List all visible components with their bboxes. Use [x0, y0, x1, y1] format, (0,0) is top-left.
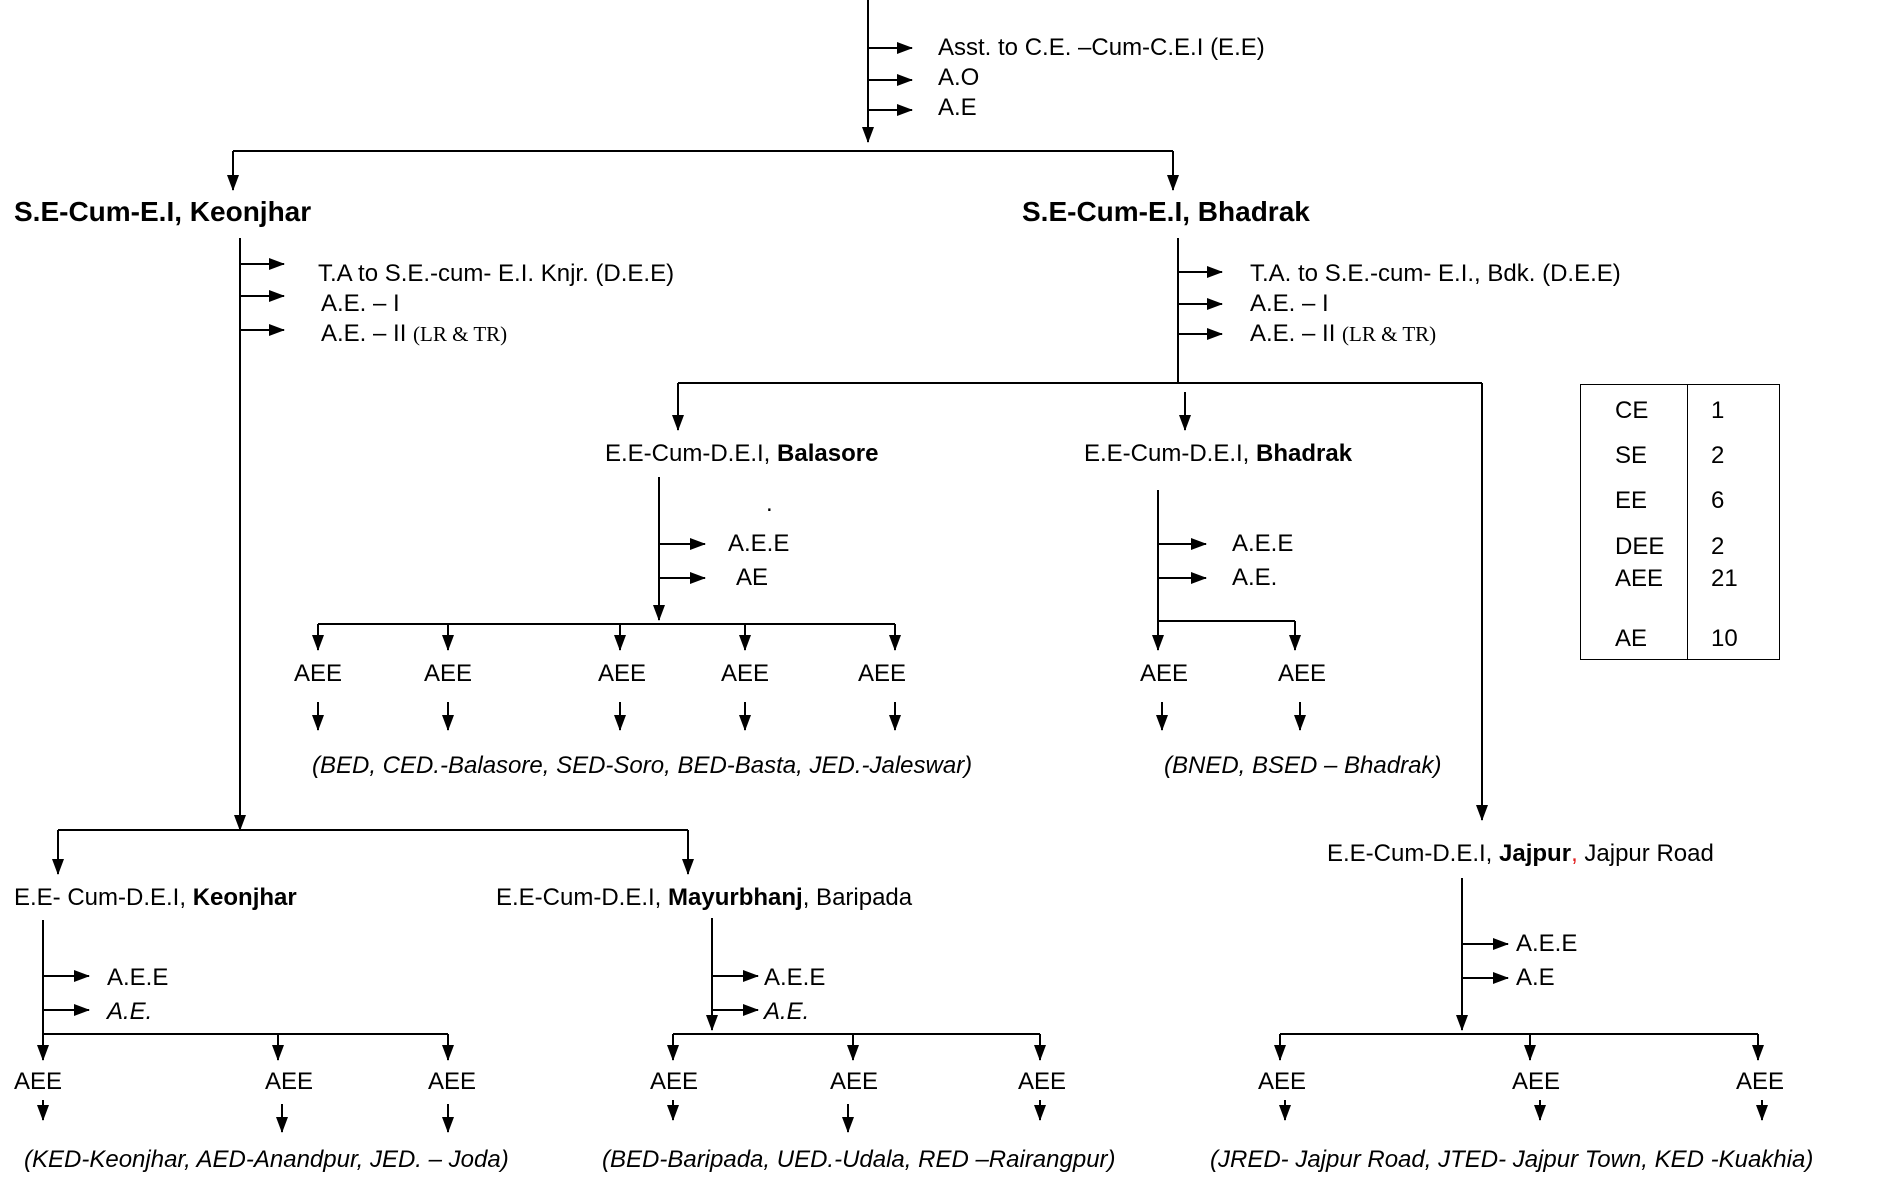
count-value: 1 — [1711, 397, 1725, 424]
division-keonjhar-name: Keonjhar — [192, 884, 297, 911]
balasore-aee-4: AEE — [721, 660, 770, 687]
division-bhadrak-prefix: E.E-Cum-D.E.I, — [1084, 440, 1257, 467]
keonjhar-div-staff-ae: A.E. — [107, 998, 153, 1025]
keonjhar-circle-staff-ae1: A.E. – I — [321, 290, 400, 317]
count-row-ae: AE 10 — [1581, 625, 1779, 655]
balasore-staff-ae: AE — [736, 564, 769, 591]
balasore-aee-5: AEE — [858, 660, 907, 687]
keonjhar-footnote: (KED-Keonjhar, AED-Anandpur, JED. – Joda… — [24, 1146, 509, 1173]
circle-keonjhar-prefix: S.E-Cum-E.I, — [14, 196, 190, 227]
division-jajpur-suffix: Jajpur Road — [1577, 840, 1714, 867]
top-staff-ae: A.E — [938, 94, 977, 121]
mayurbhanj-aee-2: AEE — [830, 1068, 879, 1095]
division-balasore-name: Balasore — [777, 440, 879, 467]
count-row-dee: DEE 2 — [1581, 533, 1779, 563]
top-staff-asst: Asst. to C.E. –Cum-C.E.I (E.E) — [938, 34, 1265, 61]
staff-count-table: CE 1 SE 2 EE 6 DEE 2 AEE 21 AE 10 — [1580, 384, 1780, 660]
division-keonjhar-prefix: E.E- Cum-D.E.I, — [14, 884, 193, 911]
bhadrak-staff-ae: A.E. — [1232, 564, 1278, 591]
count-row-ee: EE 6 — [1581, 487, 1779, 517]
division-jajpur-comma: , — [1571, 840, 1578, 867]
division-bhadrak-name: Bhadrak — [1256, 440, 1353, 467]
division-mayurbhanj-name: Mayurbhanj — [668, 884, 803, 911]
bhadrak-staff-aee: A.E.E — [1232, 530, 1294, 557]
mayurbhanj-footnote: (BED-Baripada, UED.-Udala, RED –Rairangp… — [602, 1146, 1116, 1173]
jajpur-aee-3: AEE — [1736, 1068, 1785, 1095]
jajpur-footnote: (JRED- Jajpur Road, JTED- Jajpur Town, K… — [1210, 1146, 1814, 1173]
division-keonjhar-title: E.E- Cum-D.E.I, Keonjhar — [14, 884, 297, 912]
count-table-divider — [1687, 385, 1688, 659]
bhadrak-circle-staff-ae2-label: A.E. – II — [1250, 320, 1343, 347]
count-label: SE — [1615, 442, 1648, 469]
division-balasore-title: E.E-Cum-D.E.I, Balasore — [605, 440, 878, 468]
bhadrak-circle-staff-ta: T.A. to S.E.-cum- E.I., Bdk. (D.E.E) — [1250, 260, 1621, 287]
circle-keonjhar-title: S.E-Cum-E.I, Keonjhar — [14, 196, 311, 228]
balasore-staff-aee: A.E.E — [728, 530, 790, 557]
division-mayurbhanj-title: E.E-Cum-D.E.I, Mayurbhanj, Baripada — [496, 884, 912, 912]
division-mayurbhanj-suffix: , Baripada — [802, 884, 913, 911]
bhadrak-aee-1: AEE — [1140, 660, 1189, 687]
jajpur-aee-1: AEE — [1258, 1068, 1307, 1095]
top-staff-ao: A.O — [938, 64, 980, 91]
jajpur-staff-aee: A.E.E — [1516, 930, 1578, 957]
mayurbhanj-aee-3: AEE — [1018, 1068, 1067, 1095]
jajpur-aee-2: AEE — [1512, 1068, 1561, 1095]
keonjhar-aee-2: AEE — [265, 1068, 314, 1095]
mayurbhanj-staff-ae: A.E. — [764, 998, 810, 1025]
count-row-se: SE 2 — [1581, 442, 1779, 472]
keonjhar-circle-staff-ae2: A.E. – II (LR & TR) — [321, 320, 507, 348]
count-value: 2 — [1711, 533, 1725, 560]
keonjhar-circle-staff-ta: T.A to S.E.-cum- E.I. Knjr. (D.E.E) — [318, 260, 675, 287]
count-label: AEE — [1615, 565, 1664, 592]
keonjhar-div-staff-aee: A.E.E — [107, 964, 169, 991]
division-mayurbhanj-prefix: E.E-Cum-D.E.I, — [496, 884, 669, 911]
circle-bhadrak-title: S.E-Cum-E.I, Bhadrak — [1022, 196, 1310, 227]
balasore-dot: . — [766, 490, 773, 517]
bhadrak-circle-staff-ae2: A.E. – II (LR & TR) — [1250, 320, 1436, 348]
circle-keonjhar-name: Keonjhar — [189, 196, 312, 227]
division-jajpur-prefix: E.E-Cum-D.E.I, — [1327, 840, 1500, 867]
keonjhar-circle-staff-ae2-label: A.E. – II — [321, 320, 414, 347]
bhadrak-circle-staff-ae2-note: (LR & TR) — [1342, 322, 1437, 346]
count-row-ce: CE 1 — [1581, 397, 1779, 427]
division-bhadrak-title: E.E-Cum-D.E.I, Bhadrak — [1084, 440, 1352, 468]
division-jajpur-name: Jajpur — [1499, 840, 1572, 867]
bhadrak-aee-2: AEE — [1278, 660, 1327, 687]
count-label: DEE — [1615, 533, 1665, 560]
bhadrak-footnote: (BNED, BSED – Bhadrak) — [1164, 752, 1442, 779]
count-value: 6 — [1711, 487, 1725, 514]
count-label: EE — [1615, 487, 1648, 514]
division-jajpur-title: E.E-Cum-D.E.I, Jajpur, Jajpur Road — [1327, 840, 1714, 868]
jajpur-staff-ae: A.E — [1516, 964, 1555, 991]
keonjhar-aee-3: AEE — [428, 1068, 477, 1095]
count-value: 10 — [1711, 625, 1738, 652]
bhadrak-circle-staff-ae1: A.E. – I — [1250, 290, 1329, 317]
count-value: 2 — [1711, 442, 1725, 469]
mayurbhanj-staff-aee: A.E.E — [764, 964, 826, 991]
count-value: 21 — [1711, 565, 1738, 592]
mayurbhanj-aee-1: AEE — [650, 1068, 699, 1095]
count-row-aee: AEE 21 — [1581, 565, 1779, 595]
division-balasore-prefix: E.E-Cum-D.E.I, — [605, 440, 778, 467]
keonjhar-aee-1: AEE — [14, 1068, 63, 1095]
count-label: AE — [1615, 625, 1648, 652]
balasore-aee-3: AEE — [598, 660, 647, 687]
balasore-footnote: (BED, CED.-Balasore, SED-Soro, BED-Basta… — [312, 752, 973, 779]
balasore-aee-1: AEE — [294, 660, 343, 687]
balasore-aee-2: AEE — [424, 660, 473, 687]
keonjhar-circle-staff-ae2-note: (LR & TR) — [413, 322, 508, 346]
count-label: CE — [1615, 397, 1649, 424]
